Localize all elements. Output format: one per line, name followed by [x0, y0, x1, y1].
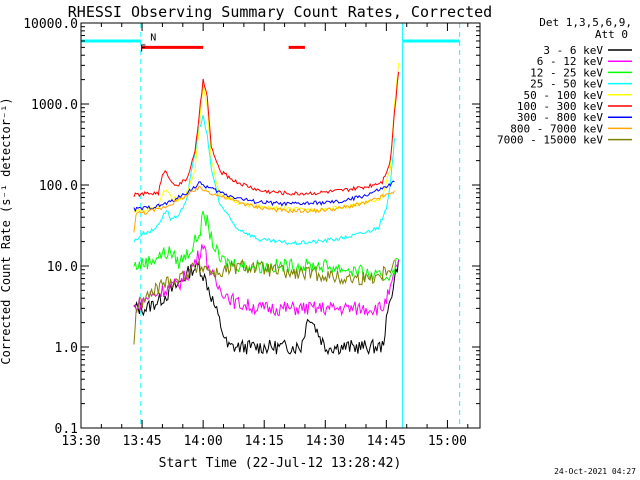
- plot-area: FN: [80, 23, 461, 428]
- x-axis-label: Start Time (22-Jul-12 13:28:42): [159, 456, 402, 471]
- series-line-5: [133, 71, 400, 198]
- footer-timestamp: 24-Oct-2021 04:27: [554, 467, 636, 476]
- series-line-4: [133, 63, 400, 214]
- series-line-6: [133, 180, 395, 213]
- series-line-7: [133, 185, 395, 233]
- legend-label-5: 100 - 300 keV: [517, 100, 603, 113]
- y-axis: 0.1 1.0 10.0 100.0 1000.0 10000.0: [23, 17, 480, 437]
- y-axis-label: Corrected Count Rate (s⁻¹ detector⁻¹): [0, 97, 13, 364]
- y-tick-label-1: 1.0: [55, 341, 78, 356]
- x-tick-label-6: 15:00: [428, 434, 467, 449]
- legend-header-attenuator: Att 0: [595, 28, 628, 41]
- x-tick-label-1: 13:45: [123, 434, 162, 449]
- chart-title: RHESSI Observing Summary Count Rates, Co…: [68, 3, 492, 21]
- x-tick-label-3: 14:15: [245, 434, 284, 449]
- y-tick-label-0: 0.1: [55, 422, 78, 437]
- legend-header-detectors: Det 1,3,5,6,9,: [539, 16, 632, 29]
- legend-label-2: 12 - 25 keV: [530, 66, 603, 79]
- annotation-1: N: [150, 33, 156, 44]
- legend-label-8: 7000 - 15000 keV: [497, 134, 603, 147]
- series-line-3: [133, 114, 395, 246]
- series-line-1: [133, 244, 400, 317]
- annotation-0: F: [140, 43, 146, 54]
- legend-label-6: 300 - 800 keV: [517, 111, 603, 124]
- legend-label-4: 50 - 100 keV: [524, 89, 604, 102]
- legend-label-7: 800 - 7000 keV: [510, 122, 603, 135]
- y-tick-label-3: 100.0: [39, 179, 78, 194]
- legend-label-1: 6 - 12 keV: [537, 55, 604, 68]
- series-line-2: [133, 210, 399, 282]
- y-tick-label-5: 10000.0: [23, 17, 78, 32]
- x-tick-label-5: 14:45: [367, 434, 406, 449]
- y-tick-label-4: 1000.0: [31, 98, 78, 113]
- x-axis: 13:30 13:45 14:00 14:15 14:30 14:45 15:00: [61, 23, 469, 449]
- plot-frame: [80, 22, 481, 429]
- legend-label-0: 3 - 6 keV: [543, 44, 603, 57]
- x-tick-label-2: 14:00: [184, 434, 223, 449]
- y-tick-label-2: 10.0: [47, 260, 78, 275]
- legend-label-3: 25 - 50 keV: [530, 78, 603, 91]
- x-tick-label-4: 14:30: [306, 434, 345, 449]
- x-tick-label-0: 13:30: [61, 434, 100, 449]
- series-line-8: [133, 258, 395, 345]
